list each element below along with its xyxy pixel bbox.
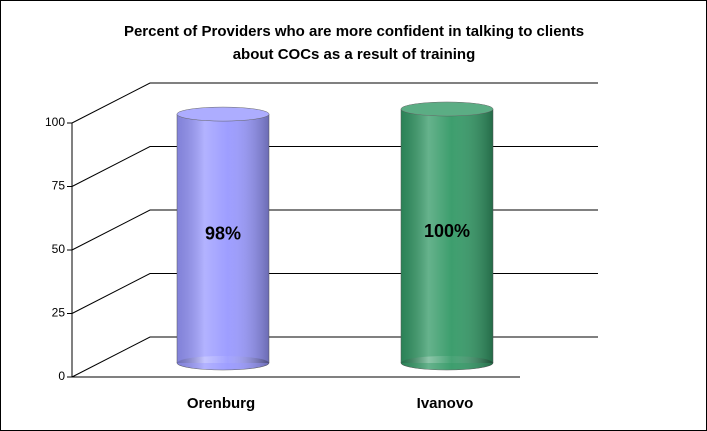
data-label: 100% [424,221,470,241]
x-tick-label: Orenburg [187,395,255,412]
bar-top-shine [401,102,493,116]
bar-top [176,106,270,122]
y-tick-label: 100 [45,115,65,129]
bar-top [400,101,494,117]
shading [177,114,269,363]
grid-line [71,209,598,251]
grid-line [71,273,598,314]
chart-title: Percent of Providers who are more confid… [123,23,585,63]
bar-base-shade [177,356,269,370]
bar-top-shine [177,107,269,122]
x-tick-label: Ivanovo [417,395,474,412]
bar-base-shade [401,356,493,370]
grid-line [71,82,598,124]
y-tick-label: 75 [52,179,66,193]
data-label: 98% [205,223,241,243]
y-tick-label: 50 [52,242,66,256]
grid-line [71,336,598,378]
bar-outline [400,109,494,363]
grid-line [71,146,598,187]
bar-outline [176,114,270,363]
shading [401,109,493,363]
y-tick-label: 25 [52,306,66,320]
y-tick-label: 0 [58,369,65,383]
